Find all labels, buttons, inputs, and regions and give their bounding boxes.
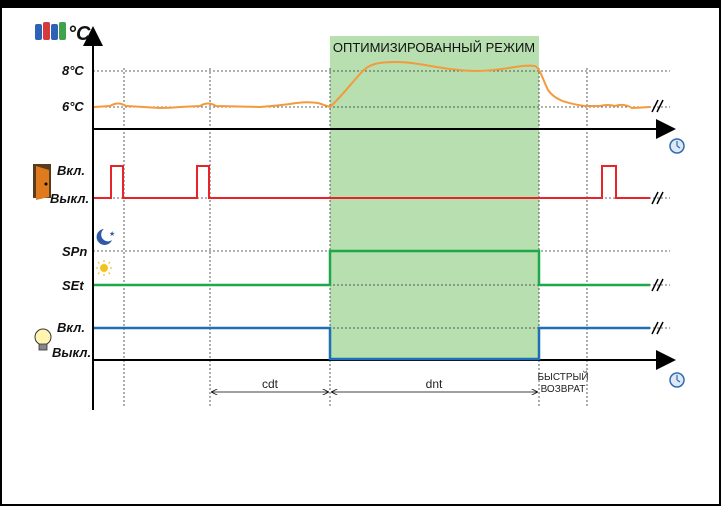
door-off-label: Выкл.: [50, 191, 89, 206]
temperature-break-icon: [651, 99, 664, 113]
setpoint-signal: [94, 249, 650, 287]
clock-icon: [669, 372, 685, 388]
temperature-high-label: 8°C: [62, 63, 84, 78]
light-off-label: Выкл.: [52, 345, 91, 360]
light-bulb-icon: [34, 328, 52, 351]
bottles-icon: [35, 22, 66, 40]
door-on-label: Вкл.: [57, 163, 85, 178]
optimized-mode-label: ОПТИМИЗИРОВАННЫЙ РЕЖИМ: [333, 40, 535, 55]
fast-return-label-line1: БЫСТРЫЙ: [537, 370, 588, 383]
light-on-label: Вкл.: [57, 320, 85, 335]
setpoint-break-icon: [651, 278, 664, 292]
temperature-curve: [93, 60, 651, 110]
temperature-unit: °C: [68, 23, 91, 45]
svg-text:★: ★: [109, 230, 115, 238]
door-break-icon: [651, 191, 664, 205]
fast-return-label-line2: ВОЗВРАТ: [541, 384, 586, 395]
temperature-low-label: 6°C: [62, 99, 84, 114]
setpoint-night-label: SPn: [62, 244, 87, 259]
sun-icon: [96, 260, 112, 276]
setpoint-day-label: SEt: [62, 278, 84, 293]
light-break-icon: [651, 321, 664, 335]
light-signal: [94, 326, 650, 361]
door-icon: [33, 164, 51, 200]
vertical-guides: [123, 68, 588, 408]
moon-icon: ★: [96, 229, 115, 245]
clock-icon: [669, 138, 685, 154]
dnt-label: dnt: [426, 377, 443, 391]
cdt-label: cdt: [262, 377, 279, 391]
door-signal: [94, 165, 650, 199]
